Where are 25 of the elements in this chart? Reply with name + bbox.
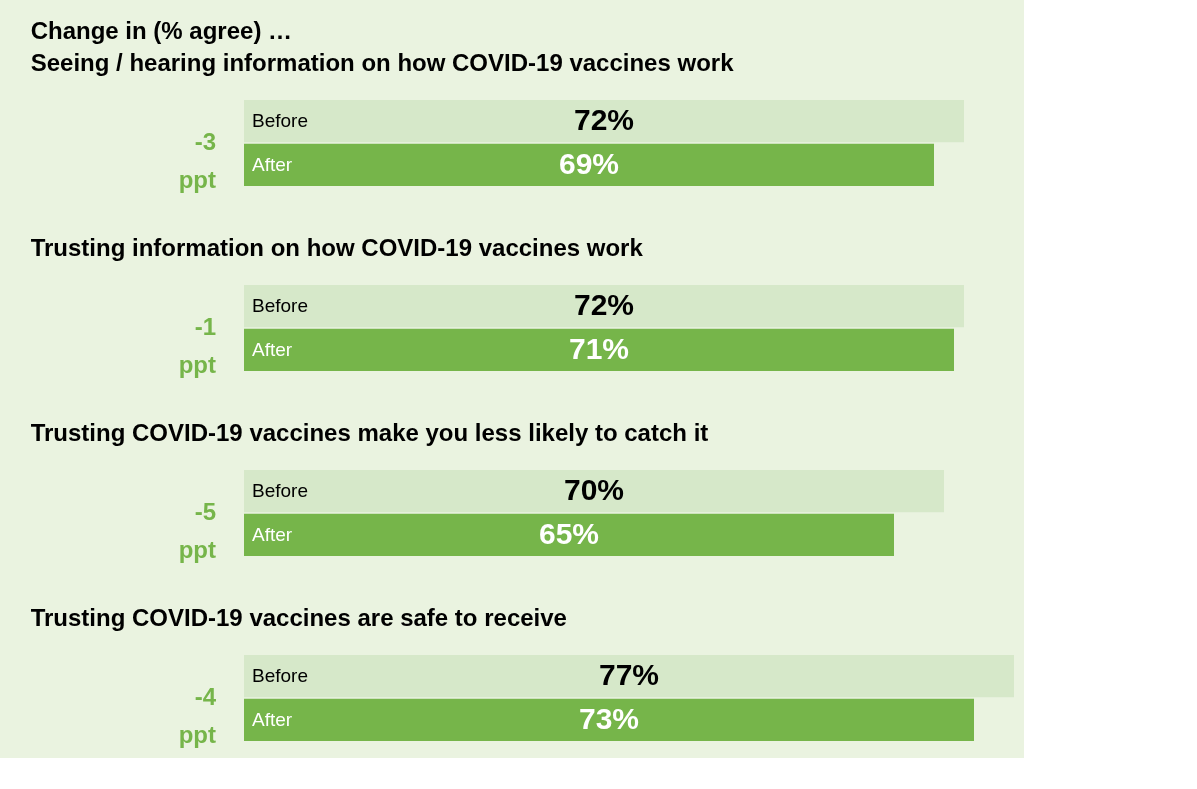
chart-title: Trusting information on how COVID-19 vaccines work <box>30 234 644 261</box>
data-label: 72% <box>573 103 635 137</box>
y-tick-label: Before <box>252 295 308 317</box>
y-tick-label: Before <box>252 480 308 502</box>
text: -5 ppt <box>178 498 217 563</box>
data-label: 77% <box>598 658 660 692</box>
chart-title: Trusting COVID-19 vaccines make you less likely to catch it <box>30 419 709 446</box>
y-tick-label: After <box>252 338 293 360</box>
data-label: 73% <box>578 701 640 735</box>
data-label: 70% <box>563 473 625 507</box>
chart-subtitle: Seeing / hearing information on how COVID-19 vaccines work <box>30 49 735 76</box>
data-label: 72% <box>573 288 635 322</box>
y-tick-label: Before <box>252 665 308 687</box>
y-tick-label: After <box>252 153 293 175</box>
y-tick-label: After <box>252 708 293 730</box>
chart-title: Change in (% agree) … <box>30 17 293 44</box>
y-tick-label: Before <box>252 110 308 132</box>
text: -4 ppt <box>178 683 217 748</box>
y-tick-label: After <box>252 523 293 545</box>
data-label: 69% <box>558 146 620 180</box>
data-label: 71% <box>568 331 630 365</box>
text: -1 ppt <box>178 313 217 378</box>
text: -3 ppt <box>178 128 217 193</box>
data-label: 65% <box>538 516 600 550</box>
chart-title: Trusting COVID-19 vaccines are safe to receive <box>30 604 567 631</box>
